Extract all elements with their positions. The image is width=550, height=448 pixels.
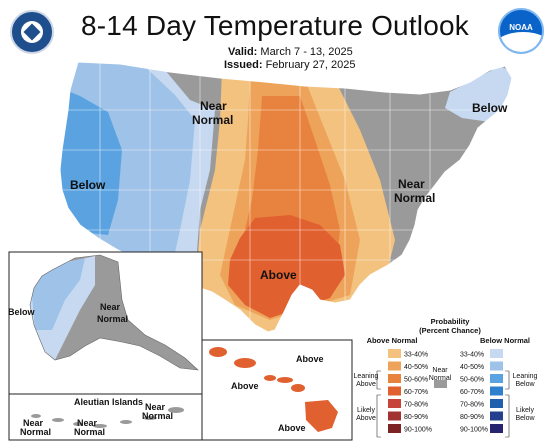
legend-above-range-7: 90-100% [404, 427, 432, 434]
label-alaska-near-normal: Near Normal [97, 302, 128, 324]
legend-subtitle: (Percent Chance) [419, 326, 481, 335]
legend-above-range-2: 40-50% [404, 364, 428, 371]
legend-above-swatch-3 [388, 374, 401, 383]
legend-above-swatch-6 [388, 411, 401, 421]
legend: Probability (Percent Chance) Above Norma… [354, 317, 538, 438]
label-above-south: Above [260, 268, 297, 282]
legend-below-range-2: 40-50% [460, 364, 484, 371]
alaska-outline [29, 254, 199, 371]
label-near-normal-east: Near Normal [394, 177, 435, 205]
legend-above-range-5: 70-80% [404, 402, 428, 409]
legend-title: Probability [431, 317, 471, 326]
hawaii-islands-shape [209, 347, 338, 432]
legend-near-header: Near Normal [429, 367, 452, 382]
legend-above-range-1: 33-40% [404, 352, 428, 359]
legend-above-swatch-2 [388, 361, 401, 371]
legend-below-swatches: 33-40% 40-50% 50-60% 60-70% 70-80% 80-90% 90-1… [460, 349, 503, 434]
noaa-logo: NOAA [498, 8, 544, 54]
legend-above-swatches: 33-40% 40-50% 50-60% 60-70% 70-80% 80-90% 90-1… [388, 349, 432, 434]
legend-below-swatch-4 [490, 386, 503, 396]
label-below-ne: Below [472, 101, 508, 115]
valid-line: Valid: March 7 - 13, 2025 [228, 46, 353, 58]
valid-label: Valid: [228, 46, 258, 58]
legend-above-swatch-4 [388, 386, 401, 396]
legend-above-range-4: 60-70% [404, 389, 428, 396]
legend-below-swatch-3 [490, 374, 503, 383]
label-hawaii-above-1: Above [296, 354, 324, 364]
legend-below-header: Below Normal [480, 336, 530, 345]
valid-value: March 7 - 13, 2025 [260, 46, 353, 58]
aleutian-title: Aleutian Islands [74, 397, 143, 407]
legend-above-swatch-1 [388, 349, 401, 358]
state-borders [60, 62, 510, 320]
label-aleutian-near-1: Near Normal [20, 418, 51, 437]
legend-below-range-7: 90-100% [460, 427, 488, 434]
legend-below-range-4: 60-70% [460, 389, 484, 396]
legend-below-range-5: 70-80% [460, 402, 484, 409]
label-near-normal-nw: Near Normal [192, 99, 233, 127]
label-hawaii-above-2: Above [231, 381, 259, 391]
legend-below-swatch-5 [490, 399, 503, 408]
label-aleutian-near-2: Near Normal [74, 418, 105, 437]
legend-above-header: Above Normal [367, 336, 418, 345]
legend-leaning-below: Leaning Below [513, 373, 538, 388]
legend-below-swatch-1 [490, 349, 503, 358]
issued-value: February 27, 2025 [265, 59, 356, 71]
alaska-below-40-50-region [30, 258, 85, 330]
legend-below-swatch-2 [490, 361, 503, 371]
legend-leaning-above: Leaning Above [354, 373, 379, 388]
legend-above-range-3: 50-60% [404, 377, 428, 384]
legend-below-range-6: 80-90% [460, 414, 484, 421]
aleutian-inset-frame [8, 393, 203, 441]
label-hawaii-above-3: Above [278, 423, 306, 433]
aleutian-islands-shape [31, 407, 184, 428]
label-alaska-below: Below [8, 307, 36, 317]
issued-line: Issued: February 27, 2025 [224, 59, 355, 71]
legend-below-range-3: 50-60% [460, 377, 484, 384]
legend-above-range-6: 80-90% [404, 414, 428, 421]
label-aleutian-near-3: Near Normal [142, 402, 173, 421]
legend-below-range-1: 33-40% [460, 352, 484, 359]
conus-outline [59, 61, 513, 333]
above-60-70-region [228, 215, 345, 318]
legend-above-swatch-5 [388, 399, 401, 408]
legend-likely-below: Likely Below [515, 407, 535, 422]
legend-likely-above: Likely Above [356, 407, 376, 422]
label-below-west: Below [70, 178, 106, 192]
doc-seal [10, 10, 54, 54]
issued-label: Issued: [224, 59, 263, 71]
legend-below-swatch-6 [490, 411, 503, 421]
map-title: 8-14 Day Temperature Outlook [81, 10, 469, 41]
legend-above-swatch-7 [388, 424, 401, 433]
legend-below-swatch-7 [490, 424, 503, 433]
legend-near-swatch [434, 380, 447, 388]
